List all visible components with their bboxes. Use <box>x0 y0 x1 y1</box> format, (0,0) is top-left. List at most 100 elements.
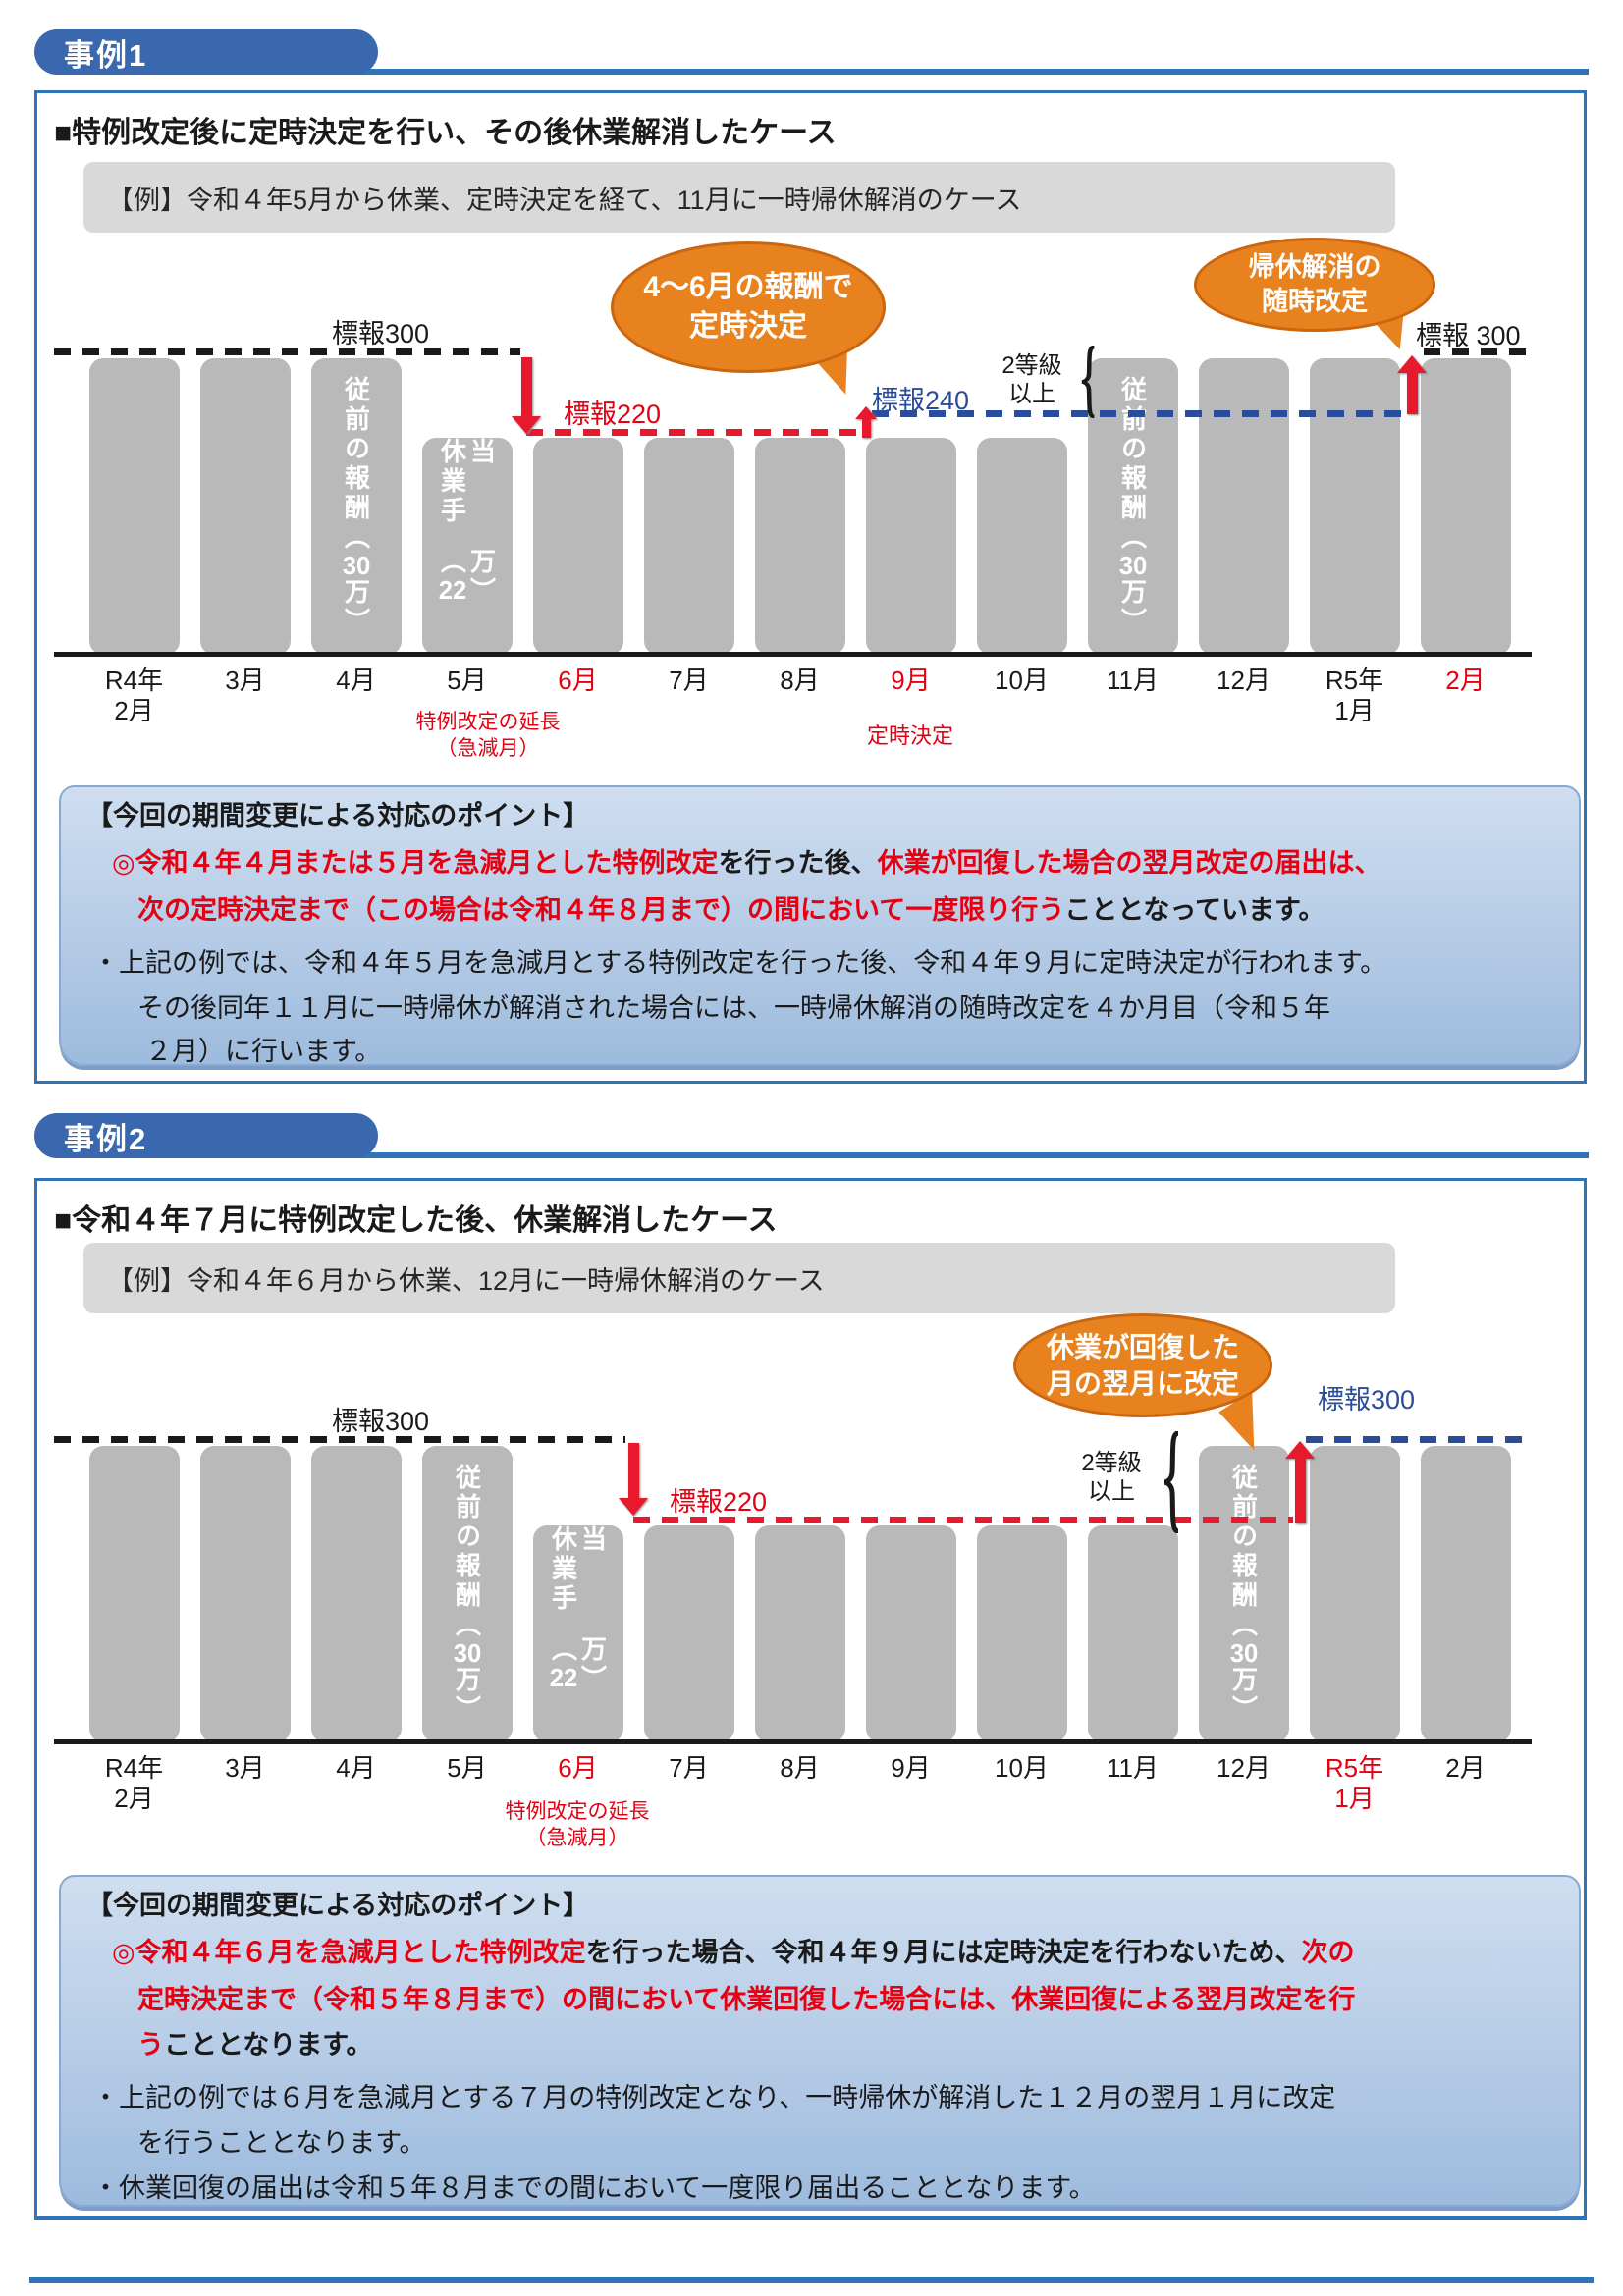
bar <box>643 1525 734 1742</box>
bar-column <box>1410 1446 1521 1742</box>
month-label: 8月 <box>780 1753 820 1783</box>
bar <box>199 358 291 655</box>
bar-column <box>855 358 966 655</box>
month-label: 7月 <box>669 666 709 695</box>
case2-month-axis: R4年 2月 3月 4月 5月 6月 7月 8月 9月 10月 11月 12月 R5年 1月 2月 <box>79 1753 1521 1814</box>
bar <box>976 438 1067 655</box>
month-label: 6月 <box>558 666 598 695</box>
bar <box>976 1525 1067 1742</box>
bar-column <box>1410 358 1521 655</box>
case1-title: ■特例改定後に定時決定を行い、その後休業解消したケース <box>54 117 837 149</box>
case1-grade-brace-icon <box>1081 346 1096 418</box>
case1-header-label: 事例1 <box>64 37 148 73</box>
month-label: 9月 <box>891 666 931 695</box>
text-run: を行った場合、令和４年９月には定時決定を行わないため、 <box>585 1938 1302 1967</box>
case1-dashed-line-300-left <box>54 348 520 355</box>
points-line: ・上記の例では６月を急減月とする７月の特例改定となり、一時帰休が解消した１２月の… <box>86 2081 1553 2114</box>
month-label: 3月 <box>225 666 265 695</box>
bar-column: 従前の報酬 （30万） <box>300 358 411 655</box>
bar-column <box>79 1446 189 1742</box>
month-label: 4月 <box>336 666 376 695</box>
bar: 従前の報酬 （30万） <box>1198 1446 1289 1742</box>
bar-column <box>744 1446 855 1742</box>
case2-header-label: 事例2 <box>64 1121 148 1156</box>
points-line: その後同年１１月に一時帰休が解消された場合には、一時帰休解消の随時改定を４か月目… <box>86 991 1553 1025</box>
case1-dashed-line-220 <box>526 429 860 436</box>
bar-column <box>966 358 1077 655</box>
bar <box>1420 1446 1511 1742</box>
case2-speech-bubble-kaifuku: 休業が回復した 月の翌月に改定 <box>1013 1313 1272 1417</box>
case2-label-hyoho300-right: 標報300 <box>1318 1385 1416 1415</box>
case1-label-hyoho300-right: 標報 300 <box>1416 321 1521 350</box>
text-run: ２月）に行います。 <box>145 1037 382 1066</box>
bar-column <box>522 358 633 655</box>
points-line: ◎令和４年４月または５月を急減月とした特例改定を行った後、休業が回復した場合の翌… <box>86 846 1553 880</box>
bar-column <box>1077 1446 1188 1742</box>
case1-axis-note-tokurei: 特例改定の延長 （急減月） <box>415 711 561 760</box>
case2-example-band: 【例】令和４年６月から休業、12月に一時帰休解消のケース <box>83 1243 1395 1313</box>
case1-speech-bubble-teiji: 4～6月の報酬で 定時決定 <box>611 241 886 373</box>
case1-example-text: 【例】令和４年5月から休業、定時決定を経て、11月に一時帰休解消のケース <box>107 185 1022 215</box>
text-run: こととなります。 <box>164 2030 373 2059</box>
case2-up-arrow-icon <box>1285 1441 1315 1523</box>
month-label: 2月 <box>1445 666 1486 695</box>
text-run: ・上記の例では６月を急減月とする７月の特例改定となり、一時帰休が解消した１２月の… <box>92 2083 1336 2112</box>
bar-vertical-label: 従前の報酬 （30万） <box>452 1464 482 1725</box>
bar-vertical-label: 休業手当 （22万） <box>437 438 497 608</box>
bar <box>1198 358 1289 655</box>
bar: 従前の報酬 （30万） <box>310 358 402 655</box>
case1-small-up-arrow-icon <box>855 406 877 438</box>
text-run: その後同年１１月に一時帰休が解消された場合には、一時帰休解消の随時改定を４か月目… <box>137 993 1330 1023</box>
case1-dashed-line-300-right <box>1424 348 1534 355</box>
bar-column <box>1299 358 1410 655</box>
case2-dashed-line-300-right <box>1306 1436 1532 1443</box>
bar: 休業手当 （22万） <box>532 1525 623 1742</box>
case2-header-pill: 事例2 <box>34 1113 378 1158</box>
bar-column <box>300 1446 411 1742</box>
case1-big-up-arrow-icon <box>1397 355 1427 414</box>
case1-label-hyoho220: 標報220 <box>564 400 662 429</box>
month-label: 10月 <box>995 1753 1049 1783</box>
bar-column <box>79 358 189 655</box>
bar <box>532 438 623 655</box>
points-line: ・休業回復の届出は令和５年８月までの間において一度限り届出ることとなります。 <box>86 2171 1553 2205</box>
case1-points-header: 【今回の期間変更による対応のポイント】 <box>86 801 590 830</box>
text-run: 定時決定まで（令和５年８月まで）の間において休業回復した場合には、休業回復による… <box>137 1985 1356 2014</box>
month-label: R4年 2月 <box>104 666 164 725</box>
case2-grade-note: 2等級 以上 <box>1081 1450 1142 1505</box>
bar: 従前の報酬 （30万） <box>421 1446 513 1742</box>
points-line: を行うこととなります。 <box>86 2126 1553 2160</box>
bar-vertical-label: 休業手当 （22万） <box>548 1525 608 1695</box>
case2-axis <box>54 1739 1532 1744</box>
month-label: 11月 <box>1107 1753 1159 1783</box>
bar-column: 休業手当 （22万） <box>411 358 522 655</box>
month-label: 8月 <box>780 666 820 695</box>
bar-column <box>744 358 855 655</box>
bar <box>88 1446 180 1742</box>
case1-points-box: 【今回の期間変更による対応のポイント】 ◎令和４年４月または５月を急減月とした特… <box>59 785 1581 1066</box>
case1-grade-note: 2等級 以上 <box>1001 352 1062 407</box>
month-label: 12月 <box>1217 666 1271 695</box>
case2-dashed-line-300-left <box>54 1436 625 1443</box>
bar-column <box>1188 358 1299 655</box>
bar-column <box>855 1446 966 1742</box>
case1-bars: 従前の報酬 （30万） 休業手当 （22万） 従前の報酬 （30万） <box>79 358 1521 655</box>
bar-vertical-label: 従前の報酬 （30万） <box>341 376 371 637</box>
case2-points-header: 【今回の期間変更による対応のポイント】 <box>86 1891 590 1920</box>
case2-bars: 従前の報酬 （30万） 休業手当 （22万） 従前の報酬 （30万） <box>79 1446 1521 1742</box>
case2-title: ■令和４年７月に特例改定した後、休業解消したケース <box>54 1204 778 1237</box>
case1-month-axis: R4年 2月 3月 4月 5月 6月 7月 8月 9月 10月 11月 12月 R5年 1月 2月 <box>79 666 1521 726</box>
case2-label-hyoho220: 標報220 <box>670 1487 768 1517</box>
case1-example-band: 【例】令和４年5月から休業、定時決定を経て、11月に一時帰休解消のケース <box>83 162 1395 233</box>
text-run: ・上記の例では、令和４年５月を急減月とする特例改定を行った後、令和４年９月に定時… <box>92 948 1387 978</box>
case1-label-hyoho240: 標報240 <box>872 386 970 415</box>
bar <box>88 358 180 655</box>
case1-label-hyoho300-left: 標報300 <box>332 319 430 348</box>
text-run: 休業が回復した場合の翌月改定の届出は、 <box>877 848 1381 878</box>
bar <box>754 438 845 655</box>
case2-header-rule <box>353 1152 1589 1158</box>
month-label: 9月 <box>891 1753 931 1783</box>
case2-grade-brace-icon <box>1163 1431 1179 1533</box>
